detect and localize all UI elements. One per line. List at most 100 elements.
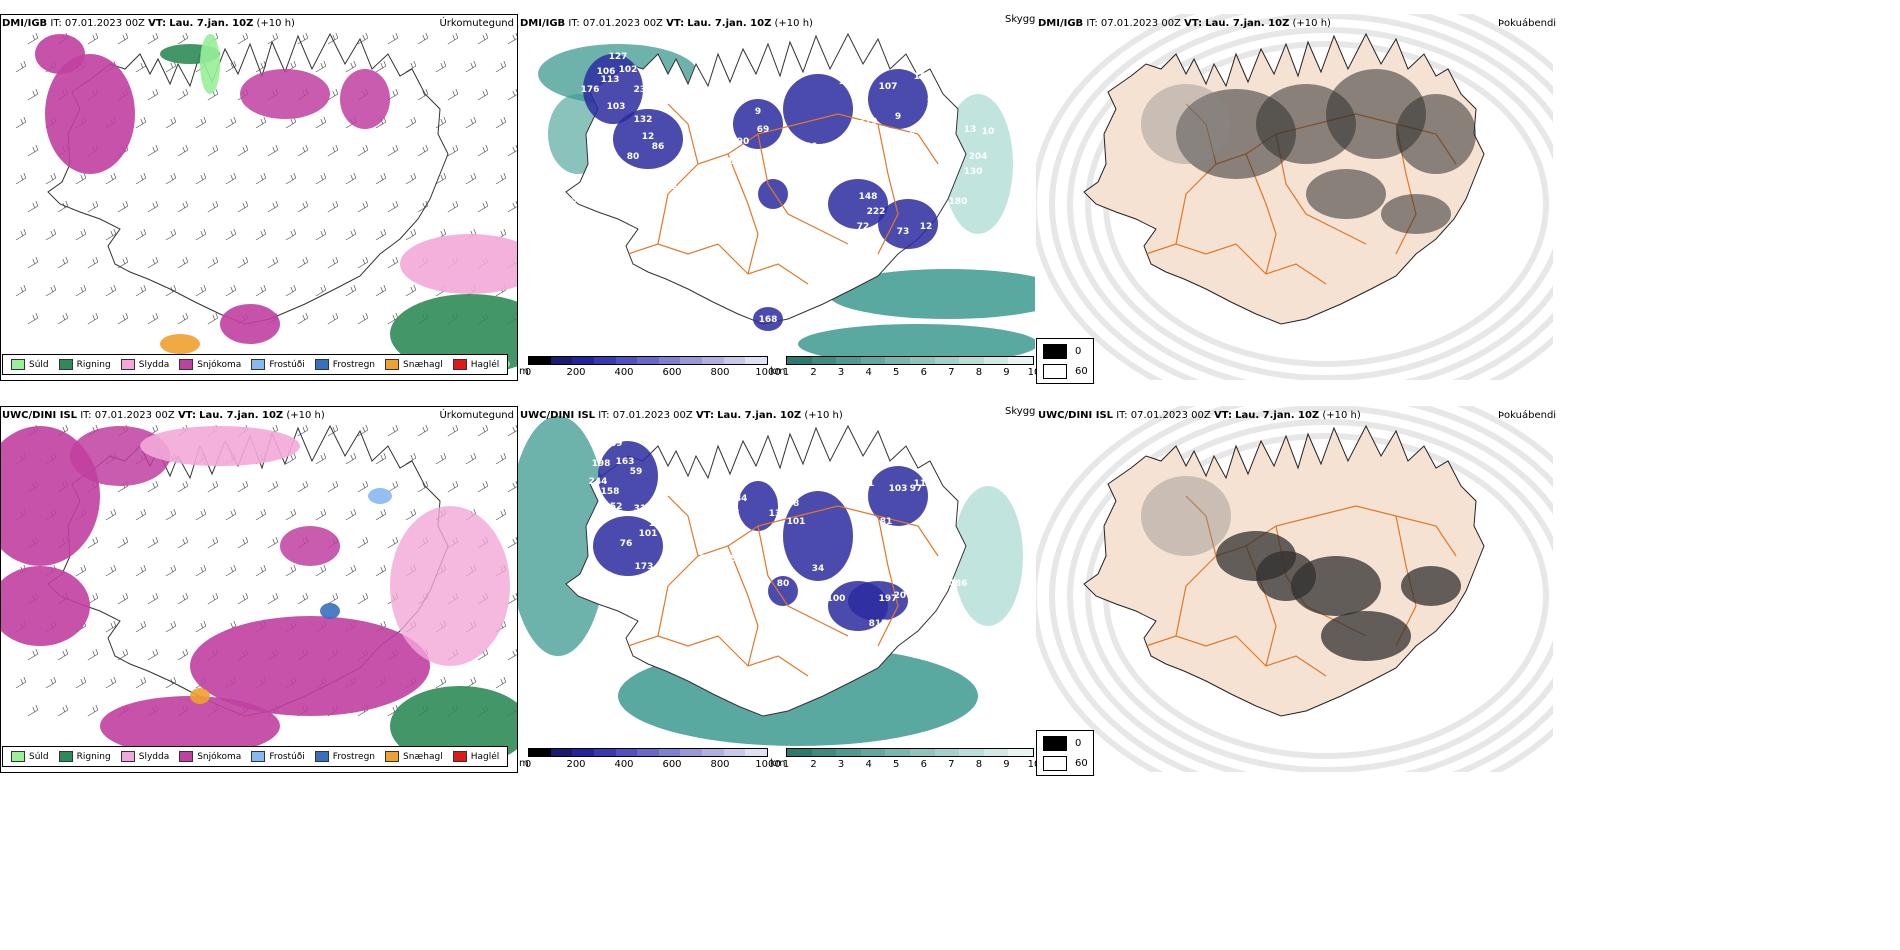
height-colorbar-tick: 1000	[755, 759, 781, 770]
height-colorbar-dini: 0 200 400 600 800 1000	[525, 748, 781, 774]
ptype-map-dmi	[15, 32, 517, 374]
cloud-base-label: 106	[597, 67, 616, 77]
fog-area	[1141, 476, 1231, 556]
vt-value: Lau. 7.jan. 10Z	[687, 18, 772, 29]
height-colorbar-tick: 400	[614, 759, 634, 770]
fog-wave	[1049, 406, 1553, 772]
vis-colorbar-tick: 4	[865, 759, 872, 770]
cloud-base-label: 138	[805, 157, 824, 167]
vis-colorbar-cell	[1008, 357, 1033, 364]
height-colorbar-cell	[680, 357, 703, 364]
height-colorbar-cell	[745, 749, 768, 756]
vis-colorbar-dmi: 1 2 3 4 5 6 7 8 9 10	[783, 356, 1040, 382]
cloud-base-label: 244	[589, 477, 608, 487]
sky-heading-dmi: Skyggni	[1005, 14, 1045, 25]
legend-swatch	[120, 359, 135, 370]
cloud-base-label: 198	[592, 459, 611, 469]
cloud-base-label: 379	[859, 117, 878, 127]
vis-unit-dmi: km	[770, 366, 786, 377]
it-label: IT:	[1086, 18, 1098, 29]
height-colorbar-cell	[615, 749, 638, 756]
legend-swatch	[251, 751, 266, 762]
vt-value: Lau. 7.jan. 10Z	[717, 410, 802, 421]
cloud-base-label: 312	[854, 147, 873, 157]
legend-item-suld: Súld	[11, 359, 49, 370]
legend-label: Snæhagl	[403, 359, 443, 370]
cloud-base-label: 212	[904, 157, 923, 167]
snow-area	[45, 54, 135, 174]
vt-label: VT:	[666, 18, 685, 29]
cloud-base-label: 168	[759, 315, 778, 325]
sky-title-dmi: DMI/IGB IT: 07.01.2023 00Z VT: Lau. 7.ja…	[520, 18, 813, 29]
legend-item-rigning: Rigning	[58, 751, 111, 762]
cloud-base-label: 684	[729, 494, 748, 504]
sleet-area	[400, 234, 517, 294]
height-colorbar-cell	[658, 357, 681, 364]
low-cloud-area	[878, 199, 938, 249]
model-name: DMI/IGB	[2, 18, 48, 29]
vis-colorbar-cell	[983, 357, 1009, 364]
cloud-base-label: 101	[639, 529, 658, 539]
legend-item-frostudi: Frostúði	[251, 751, 305, 762]
vt-label: VT:	[148, 18, 167, 29]
legend-swatch	[58, 751, 73, 762]
cloud-base-label: 287	[814, 177, 833, 187]
cloud-base-label: 90	[737, 137, 750, 147]
cloud-base-label: 126	[591, 192, 610, 202]
height-colorbar-tick: 200	[566, 759, 586, 770]
height-colorbar-tick: 800	[710, 367, 730, 378]
height-colorbar-cell	[637, 749, 659, 756]
fog-wave	[1049, 14, 1553, 380]
cloud-base-label: 88	[772, 471, 785, 481]
model-name: UWC/DINI ISL	[1038, 410, 1114, 421]
legend-item-frostregn: Frostregn	[314, 359, 375, 370]
fog-legend-light: 60	[1075, 366, 1088, 377]
height-colorbar-cell	[702, 357, 724, 364]
cloud-base-label: 60	[777, 484, 790, 494]
legend-label: Frostregn	[332, 751, 376, 762]
cloud-area	[943, 94, 1013, 234]
vis-colorbar-tick: 6	[920, 367, 927, 378]
vis-colorbar-cell	[860, 357, 886, 364]
fog-wave	[1067, 14, 1553, 380]
cloud-base-label: 13	[964, 125, 977, 135]
freezing-rain-area	[320, 603, 340, 619]
vis-colorbar-tick: 1	[782, 759, 790, 770]
vis-colorbar-tick: 9	[1003, 367, 1010, 378]
low-cloud-area	[613, 109, 683, 169]
cloud-base-label: 148	[859, 192, 878, 202]
legend-label: Snæhagl	[403, 751, 443, 762]
low-cloud-area	[783, 491, 853, 581]
height-colorbar-cell	[637, 357, 659, 364]
iceland-outline	[565, 32, 967, 325]
model-name: UWC/DINI ISL	[520, 410, 596, 421]
cloud-base-label: 127	[609, 52, 628, 62]
fog-area	[1401, 566, 1461, 606]
low-cloud-area	[828, 179, 888, 229]
vis-colorbar-tick: 2	[810, 759, 817, 770]
fog-area	[1141, 84, 1231, 164]
cloud-base-label: 230	[921, 587, 940, 597]
vis-colorbar-tick: 3	[837, 759, 845, 770]
cloud-base-label: 80	[777, 579, 790, 589]
vis-colorbar-tick: 7	[948, 759, 955, 770]
fog-heading-dmi: Þokuábendi	[1498, 18, 1557, 29]
cloud-base-label: 12	[727, 157, 740, 167]
height-unit-dmi: m	[519, 366, 529, 377]
cloud-base-label: 76	[620, 539, 633, 549]
vt-label: VT:	[695, 410, 714, 421]
ptype-title-dmi: DMI/IGB IT: 07.01.2023 00Z VT: Lau. 7.ja…	[2, 18, 295, 29]
cloud-base-label: 103	[889, 484, 908, 494]
vis-colorbar-cell	[934, 357, 960, 364]
legend-label: Slydda	[138, 751, 170, 762]
cloud-area	[798, 324, 1035, 360]
legend-swatch	[179, 751, 194, 762]
sky-panel-dini: 149 198 163 59 244 158 152 317 117 101 76 69 173 142 5…	[518, 406, 1035, 752]
height-colorbar-cell	[593, 749, 616, 756]
vt-label: VT:	[177, 410, 196, 421]
snow-area	[240, 69, 330, 119]
it-value: 07.01.2023 00Z	[612, 410, 693, 421]
vis-colorbar-tick: 7	[948, 367, 955, 378]
cloud-base-label: 12	[920, 222, 933, 232]
legend-label: Súld	[29, 359, 49, 370]
